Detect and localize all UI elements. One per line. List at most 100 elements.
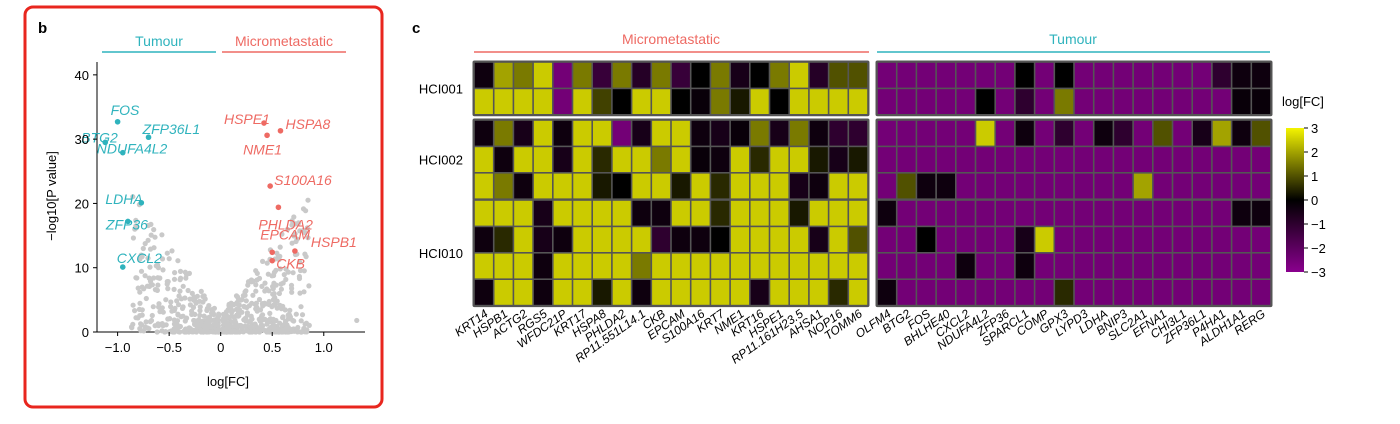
- background-point: [171, 329, 177, 335]
- heatmap-cell: [1015, 253, 1034, 279]
- heatmap-cell: [1035, 227, 1054, 252]
- background-point: [283, 266, 289, 272]
- gene-label-ndufa4l2: NDUFA4L2: [97, 141, 168, 157]
- background-point: [299, 312, 306, 318]
- heatmap-cell: [936, 227, 955, 252]
- heatmap-cell: [897, 89, 916, 114]
- heatmap-cell: [632, 227, 651, 252]
- heatmap-cell: [652, 120, 671, 146]
- panel-c-label: c: [412, 20, 420, 37]
- heatmap-cell: [996, 120, 1015, 146]
- heatmap-cell: [1193, 147, 1212, 172]
- heatmap-cell: [1193, 173, 1212, 199]
- heatmap-cell: [474, 227, 493, 252]
- heatmap-cell: [1074, 120, 1093, 146]
- heatmap-cell: [1094, 62, 1113, 88]
- heatmap-cell: [632, 200, 651, 226]
- background-point: [200, 323, 206, 329]
- heatmap-cell: [632, 62, 651, 88]
- background-point: [183, 275, 189, 281]
- background-point: [138, 268, 145, 274]
- background-point: [163, 297, 169, 303]
- heatmap-cell: [877, 147, 896, 172]
- heatmap-cell: [1153, 147, 1172, 172]
- heatmap-cell: [514, 62, 533, 88]
- heatmap-cell: [1035, 200, 1054, 226]
- heatmap-cell: [976, 62, 995, 88]
- heatmap-cell: [553, 62, 572, 88]
- heatmap-cell: [849, 147, 868, 172]
- heatmap-cell: [829, 253, 848, 279]
- gene-point-hspe1: [261, 120, 267, 126]
- heatmap-cell: [936, 200, 955, 226]
- heatmap-cell: [494, 173, 513, 199]
- background-point: [204, 325, 210, 331]
- background-point: [248, 277, 254, 283]
- background-point: [151, 227, 157, 233]
- heatmap-cell: [917, 200, 936, 226]
- heatmap-cell: [593, 173, 612, 199]
- heatmap-cell: [1133, 280, 1152, 305]
- x-tick-label: 0: [217, 340, 224, 355]
- heatmap-cell: [1074, 227, 1093, 252]
- background-point: [260, 258, 266, 264]
- heatmap-cell: [809, 200, 828, 226]
- gene-point-ckb: [269, 257, 276, 264]
- heatmap-cell: [849, 253, 868, 279]
- heatmap-cell: [790, 280, 809, 305]
- legend-tick-label: −2: [1311, 241, 1326, 256]
- heatmap-cell: [730, 62, 749, 88]
- background-point: [230, 328, 236, 335]
- background-point: [281, 272, 287, 278]
- heatmap-cell: [809, 120, 828, 146]
- heatmap-cell: [1015, 147, 1034, 172]
- background-point: [278, 286, 284, 292]
- heatmap-cell: [494, 120, 513, 146]
- background-point: [301, 289, 307, 295]
- heatmap-cell: [691, 173, 710, 199]
- background-point: [164, 250, 170, 256]
- heatmap-cell: [671, 173, 690, 199]
- heatmap-cell: [917, 253, 936, 279]
- heatmap-cell: [1133, 120, 1152, 146]
- heatmap-cell: [1232, 89, 1251, 114]
- heatmap-cell: [877, 200, 896, 226]
- heatmap-cell: [936, 147, 955, 172]
- background-point: [160, 267, 166, 273]
- heatmap-cell: [573, 89, 592, 114]
- background-point: [253, 282, 259, 288]
- background-point: [184, 315, 190, 321]
- background-point: [277, 329, 284, 335]
- background-point: [215, 326, 221, 332]
- background-point: [239, 325, 245, 331]
- gene-label-btg2: BTG2: [81, 129, 118, 145]
- heatmap-cell: [1232, 227, 1251, 252]
- heatmap-cell: [790, 173, 809, 199]
- background-point: [274, 250, 280, 256]
- background-point: [148, 232, 154, 238]
- background-point: [159, 232, 165, 238]
- background-point: [223, 315, 229, 321]
- legend-title: log[FC]: [1282, 94, 1324, 109]
- heatmap-cell: [849, 280, 868, 305]
- gene-label-hspa8: HSPA8: [285, 116, 330, 132]
- background-point: [284, 322, 290, 328]
- heatmap-cell: [849, 120, 868, 146]
- background-point: [290, 317, 296, 323]
- heatmap-cell: [996, 280, 1015, 305]
- gene-point-ndufa4l2: [119, 149, 126, 156]
- background-point: [295, 220, 302, 226]
- heatmap-cell: [877, 62, 896, 88]
- heatmap-cell: [829, 120, 848, 146]
- heatmap-cell: [1074, 147, 1093, 172]
- gene-label-hspb1: HSPB1: [311, 234, 357, 250]
- heatmap-cell: [573, 62, 592, 88]
- gene-point-zfp36: [125, 218, 131, 225]
- heatmap-cell: [573, 253, 592, 279]
- heatmap-cell: [809, 280, 828, 305]
- column-labels: KRT14HSPB1ACTG2RGS5WFDC21PKRT17HSPA8PHLD…: [452, 306, 1268, 367]
- heatmap-cell: [632, 253, 651, 279]
- heatmap-cell: [1193, 89, 1212, 114]
- row-labels: HCI001 HCI002 HCI010: [419, 81, 463, 260]
- background-point: [245, 282, 251, 288]
